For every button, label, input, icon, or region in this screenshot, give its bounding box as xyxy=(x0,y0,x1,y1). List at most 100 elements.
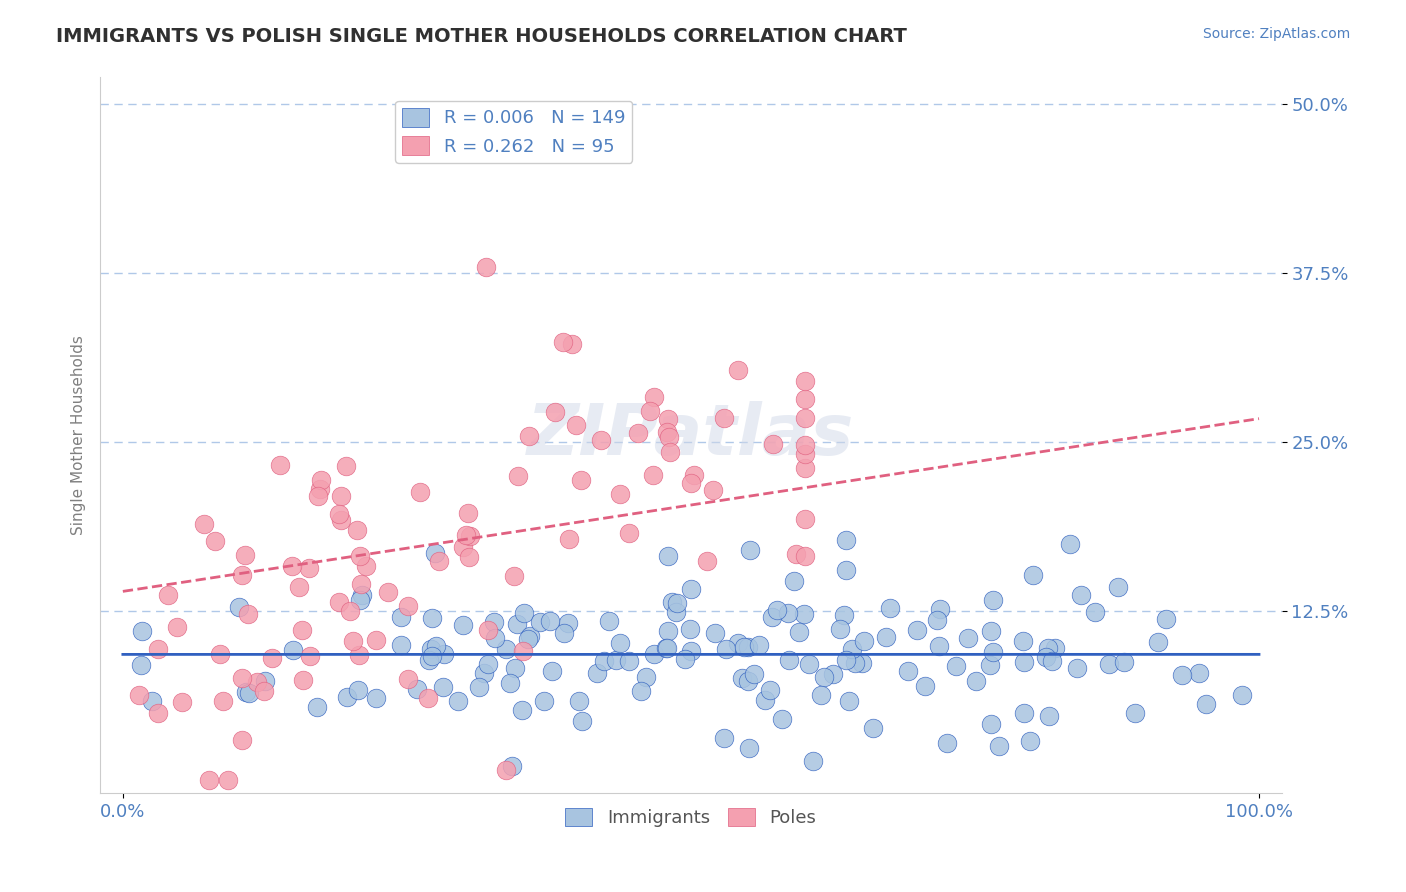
Point xyxy=(569,473,592,487)
Point xyxy=(879,601,901,615)
Point xyxy=(702,483,724,498)
Point xyxy=(409,484,432,499)
Point xyxy=(980,716,1002,731)
Point xyxy=(1147,635,1170,649)
Point xyxy=(352,588,374,602)
Point xyxy=(783,574,806,589)
Point xyxy=(1038,640,1060,655)
Point xyxy=(484,615,506,630)
Point xyxy=(335,458,357,473)
Point xyxy=(655,640,678,655)
Point xyxy=(510,703,533,717)
Point xyxy=(673,652,696,666)
Point xyxy=(643,468,665,483)
Point xyxy=(468,681,491,695)
Point xyxy=(1084,605,1107,619)
Point xyxy=(533,694,555,708)
Point xyxy=(204,533,226,548)
Point xyxy=(1011,633,1033,648)
Point xyxy=(347,648,370,662)
Point xyxy=(1035,650,1057,665)
Point xyxy=(793,447,815,461)
Point xyxy=(1154,612,1177,626)
Point xyxy=(364,632,387,647)
Point xyxy=(617,525,640,540)
Point xyxy=(679,644,702,658)
Point xyxy=(281,642,304,657)
Point xyxy=(832,608,855,623)
Point xyxy=(389,638,412,652)
Point xyxy=(841,642,863,657)
Point xyxy=(484,631,506,645)
Point xyxy=(835,533,858,548)
Point xyxy=(336,690,359,705)
Point xyxy=(472,666,495,681)
Point xyxy=(766,603,789,617)
Point xyxy=(553,626,575,640)
Point xyxy=(217,772,239,787)
Point xyxy=(643,647,665,661)
Point xyxy=(129,657,152,672)
Point xyxy=(495,641,517,656)
Point xyxy=(661,594,683,608)
Point xyxy=(501,759,523,773)
Point xyxy=(609,487,631,501)
Point xyxy=(538,614,561,628)
Point xyxy=(238,607,260,622)
Point xyxy=(793,607,815,622)
Y-axis label: Single Mother Households: Single Mother Households xyxy=(72,335,86,535)
Point xyxy=(506,617,529,632)
Point xyxy=(1171,668,1194,682)
Point xyxy=(228,599,250,614)
Point xyxy=(141,694,163,708)
Point xyxy=(260,650,283,665)
Point xyxy=(905,623,928,637)
Point xyxy=(354,558,377,573)
Point xyxy=(231,672,253,686)
Point xyxy=(529,615,551,629)
Point xyxy=(1188,666,1211,681)
Point xyxy=(405,681,427,696)
Point xyxy=(851,656,873,670)
Point xyxy=(713,410,735,425)
Point xyxy=(727,363,749,377)
Point xyxy=(744,666,766,681)
Point xyxy=(787,625,810,640)
Point xyxy=(813,670,835,684)
Point xyxy=(425,639,447,653)
Point xyxy=(212,693,235,707)
Point xyxy=(454,528,477,542)
Point xyxy=(925,613,948,627)
Point xyxy=(364,691,387,706)
Point xyxy=(1038,708,1060,723)
Point xyxy=(1012,656,1035,670)
Point xyxy=(512,644,534,658)
Point xyxy=(627,425,650,440)
Text: IMMIGRANTS VS POLISH SINGLE MOTHER HOUSEHOLDS CORRELATION CHART: IMMIGRANTS VS POLISH SINGLE MOTHER HOUSE… xyxy=(56,27,907,45)
Point xyxy=(733,640,755,654)
Point xyxy=(157,588,180,602)
Point xyxy=(328,595,350,609)
Point xyxy=(657,641,679,656)
Point xyxy=(810,688,832,702)
Point xyxy=(432,680,454,694)
Point xyxy=(834,653,856,667)
Point xyxy=(565,418,588,433)
Point xyxy=(477,623,499,637)
Point xyxy=(307,700,329,714)
Point xyxy=(544,405,567,419)
Point xyxy=(166,619,188,633)
Point xyxy=(981,645,1004,659)
Point xyxy=(269,458,291,472)
Point xyxy=(231,567,253,582)
Point xyxy=(346,523,368,537)
Point xyxy=(517,428,540,442)
Point xyxy=(509,138,531,153)
Point xyxy=(128,688,150,702)
Point xyxy=(339,604,361,618)
Point xyxy=(727,636,749,650)
Point xyxy=(737,640,759,654)
Text: ZIPatlas: ZIPatlas xyxy=(527,401,855,470)
Point xyxy=(793,392,815,406)
Point xyxy=(447,694,470,708)
